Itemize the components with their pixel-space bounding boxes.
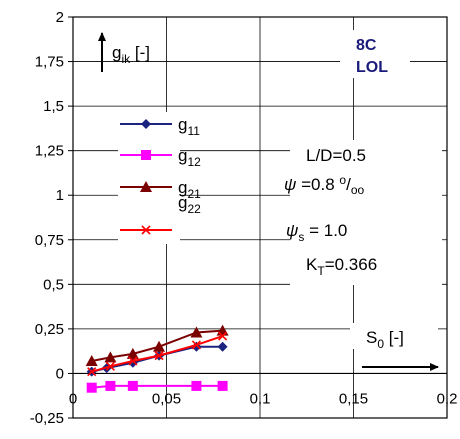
y-tick-label: 1,5: [43, 98, 64, 115]
tick-labels: 2 1,75 1,5 1,25 1 0,75 0,5 0,25 0 -0,25 0 0,05 0,1 0,…: [30, 9, 458, 427]
data-point-g11: [217, 341, 228, 352]
y-tick-label: 0: [56, 365, 64, 382]
series-line-g22: [91, 335, 223, 373]
legend-label-main: g: [178, 146, 187, 165]
psi-unit-slash: /: [346, 175, 351, 194]
data-point-g12: [217, 380, 228, 391]
psis-symbol: ψ: [286, 221, 298, 240]
data-point-g21: [104, 351, 117, 363]
y-tick-label: 1,25: [35, 143, 64, 160]
data-point-g22: [128, 356, 138, 366]
legend-label-main: g: [178, 178, 187, 197]
data-point-g22: [154, 351, 164, 361]
legend-label-main: g: [178, 193, 187, 212]
brand-line-1: 8C: [356, 37, 377, 54]
psi-unit-num: o: [339, 173, 346, 187]
y-tick-label: 0,75: [35, 232, 64, 249]
legend-label-g12: g12: [178, 146, 201, 169]
annotation-box: [290, 140, 442, 285]
psis-value: = 1.0: [304, 221, 347, 240]
y-tick-label: 0,5: [43, 276, 64, 293]
legend-marker-g22: [141, 225, 151, 235]
data-point-g12: [191, 380, 202, 391]
data-point-g12: [127, 380, 138, 391]
legend-label-g22: g22: [178, 193, 201, 216]
data-point-g21: [85, 354, 98, 366]
data-point-g21: [126, 347, 139, 359]
legend-label-sub: 12: [187, 155, 201, 169]
legend-label-g11: g11: [178, 115, 200, 138]
x-label-box: [350, 323, 438, 349]
psi-symbol: ψ: [284, 175, 296, 194]
data-point-g22: [87, 367, 97, 377]
psis-annotation: ψs = 1.0: [286, 221, 347, 244]
x-tick-label: 0,2: [437, 390, 458, 407]
x-axis-label-sub: 0: [377, 337, 384, 351]
data-point-g12: [86, 382, 97, 393]
legend-box: [118, 112, 180, 244]
y-tick-label: -0,25: [30, 410, 64, 427]
y-axis-label-unit: [-]: [130, 43, 150, 62]
y-axis-label-sub: ik: [121, 52, 131, 66]
y-axis-label-main: g: [112, 43, 121, 62]
data-point-g21: [153, 340, 166, 352]
legend-label-sub: 11: [187, 124, 200, 138]
x-tick-label: 0,15: [339, 390, 368, 407]
legend-label-main: g: [178, 115, 187, 134]
series-group: [85, 324, 229, 393]
y-tick-label: 2: [56, 9, 64, 26]
psi-unit-den: oo: [351, 183, 365, 197]
x-axis-label-main: S: [366, 328, 377, 347]
data-point-g22: [105, 361, 115, 371]
y-tick-label: 1: [56, 187, 64, 204]
brand-line-2: LOL: [356, 59, 388, 76]
y-axis-label: gik [-]: [112, 43, 150, 66]
legend-marker-g11: [141, 119, 151, 129]
legend-label-sub: 21: [187, 187, 201, 201]
psi-value: =0.8: [296, 175, 339, 194]
x-axis-label-unit: [-]: [384, 328, 404, 347]
legend-label-sub: 22: [187, 202, 201, 216]
x-axis-label: S0 [-]: [366, 328, 404, 351]
y-tick-label: 1,75: [35, 54, 64, 71]
data-point-g22: [191, 340, 201, 350]
kt-main: K: [306, 255, 318, 274]
x-tick-label: 0: [69, 390, 77, 407]
legend-marker-g12: [141, 150, 151, 160]
kt-sub: T: [317, 264, 325, 278]
x-tick-label: 0,1: [250, 390, 271, 407]
kt-annotation: KT=0.366: [306, 255, 377, 278]
data-point-g21: [190, 326, 203, 338]
series-g22: [87, 331, 228, 377]
x-tick-label: 0,05: [152, 390, 181, 407]
kt-value: =0.366: [325, 255, 377, 274]
psis-sub: s: [298, 230, 304, 244]
y-tick-label: 0,25: [35, 321, 64, 338]
legend-marker-g21: [140, 181, 152, 192]
data-point-g22: [218, 331, 228, 341]
data-point-g12: [105, 380, 116, 391]
legend-label-g21: g21: [178, 178, 201, 201]
brand-box: [340, 30, 410, 78]
psi-annotation: ψ =0.8 o/oo: [284, 173, 364, 197]
ld-annotation: L/D=0.5: [306, 146, 366, 165]
series-g12: [86, 380, 228, 393]
